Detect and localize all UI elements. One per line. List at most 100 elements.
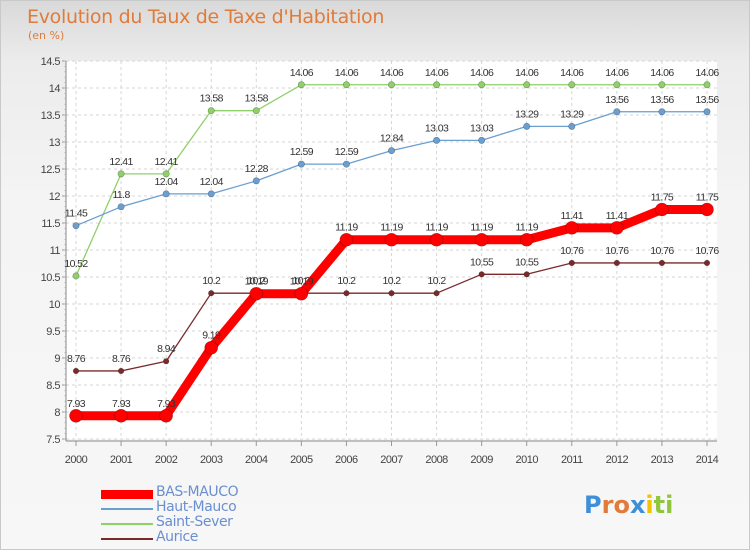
chart-title: Evolution du Taux de Taxe d'Habitation xyxy=(27,6,385,28)
y-tick-label: 9 xyxy=(54,353,60,365)
data-label-aurice: 10.2 xyxy=(428,275,447,287)
logo-letter: o xyxy=(613,491,630,519)
data-point-saint-sever xyxy=(613,81,621,89)
data-label-bas-mauco: 7.93 xyxy=(157,398,176,410)
x-tick-label: 2013 xyxy=(651,454,674,466)
data-label-bas-mauco: 10.19 xyxy=(245,276,269,288)
data-point-aurice xyxy=(208,290,215,297)
x-tick-label: 2011 xyxy=(561,454,583,466)
data-point-saint-sever xyxy=(568,81,576,89)
logo-letter: i xyxy=(645,491,654,519)
legend-label-aurice: Aurice xyxy=(156,529,199,545)
y-tick-label: 14 xyxy=(49,83,61,95)
x-tick-label: 2000 xyxy=(65,454,88,466)
x-tick-label: 2008 xyxy=(425,454,448,466)
data-point-bas-mauco xyxy=(700,202,714,217)
data-label-bas-mauco: 11.19 xyxy=(425,222,448,234)
data-label-aurice: 10.2 xyxy=(337,275,356,287)
data-point-saint-sever xyxy=(658,81,666,89)
data-label-bas-mauco: 7.93 xyxy=(112,398,131,410)
data-label-saint-sever: 14.06 xyxy=(695,67,719,79)
y-tick-label: 13.5 xyxy=(41,110,61,122)
y-tick-label: 11 xyxy=(50,245,61,257)
data-point-haut-mauco xyxy=(568,122,576,130)
data-point-haut-mauco xyxy=(117,203,125,211)
data-point-aurice xyxy=(117,367,125,375)
data-point-bas-mauco xyxy=(564,221,579,235)
data-point-saint-sever xyxy=(207,107,215,115)
data-point-bas-mauco xyxy=(294,286,309,301)
legend-swatch-aurice xyxy=(101,538,153,540)
legend-item-saint-sever: Saint-Sever xyxy=(101,514,321,531)
logo-letter: t xyxy=(653,491,666,519)
y-tick-label: 11.5 xyxy=(41,218,60,230)
data-point-saint-sever xyxy=(342,81,350,89)
data-label-saint-sever: 14.06 xyxy=(515,67,539,79)
data-point-haut-mauco xyxy=(342,160,350,168)
data-point-saint-sever xyxy=(252,107,260,115)
data-label-bas-mauco: 11.19 xyxy=(380,222,403,234)
data-label-bas-mauco: 11.75 xyxy=(651,192,674,204)
data-point-aurice xyxy=(72,367,80,375)
data-point-haut-mauco xyxy=(252,177,260,185)
data-label-bas-mauco: 7.93 xyxy=(67,398,86,410)
y-tick-label: 9.5 xyxy=(46,326,60,338)
data-label-haut-mauco: 13.29 xyxy=(560,108,584,120)
data-label-haut-mauco: 12.04 xyxy=(155,176,179,188)
data-point-haut-mauco xyxy=(207,190,215,198)
logo-letter: P xyxy=(584,491,602,519)
legend-item-aurice: Aurice xyxy=(101,529,321,546)
data-label-haut-mauco: 13.03 xyxy=(425,122,449,134)
data-label-haut-mauco: 13.29 xyxy=(515,108,539,120)
y-tick-label: 7.5 xyxy=(46,434,60,446)
data-label-saint-sever: 13.58 xyxy=(200,93,224,105)
data-point-saint-sever xyxy=(523,81,531,89)
data-label-haut-mauco: 13.56 xyxy=(605,94,629,106)
data-label-saint-sever: 14.06 xyxy=(335,67,359,79)
data-point-haut-mauco xyxy=(297,160,305,168)
data-point-bas-mauco xyxy=(655,202,669,217)
x-tick-label: 2001 xyxy=(110,454,133,466)
data-label-haut-mauco: 13.56 xyxy=(650,94,674,106)
data-label-saint-sever: 14.06 xyxy=(605,67,629,79)
data-point-aurice xyxy=(658,259,666,267)
x-tick-label: 2004 xyxy=(245,454,268,466)
data-label-aurice: 10.76 xyxy=(650,245,674,257)
data-label-bas-mauco: 11.19 xyxy=(335,222,358,234)
data-point-saint-sever xyxy=(387,81,395,89)
logo-letter: x xyxy=(629,491,646,519)
data-point-saint-sever xyxy=(433,81,441,89)
data-point-saint-sever xyxy=(72,272,80,280)
data-label-bas-mauco: 11.19 xyxy=(470,222,493,234)
data-label-saint-sever: 12.41 xyxy=(109,156,133,168)
data-point-saint-sever xyxy=(117,170,125,178)
data-point-haut-mauco xyxy=(72,222,80,230)
data-label-aurice: 8.94 xyxy=(157,343,176,355)
x-tick-label: 2005 xyxy=(290,454,313,466)
data-point-aurice xyxy=(613,259,620,267)
data-point-aurice xyxy=(568,259,575,267)
legend-label-haut-mauco: Haut-Mauco xyxy=(156,499,237,515)
y-tick-label: 8.5 xyxy=(46,380,60,392)
data-label-aurice: 10.76 xyxy=(605,245,629,257)
data-label-haut-mauco: 11.8 xyxy=(112,189,130,201)
proxiti-logo: Proxiti xyxy=(584,491,673,519)
chart-subtitle: (en %) xyxy=(28,29,65,42)
data-label-haut-mauco: 13.56 xyxy=(695,94,719,106)
x-tick-label: 2006 xyxy=(335,454,358,466)
data-label-haut-mauco: 12.59 xyxy=(290,146,314,158)
data-label-saint-sever: 13.58 xyxy=(245,93,269,105)
data-label-aurice: 10.55 xyxy=(515,256,539,268)
data-point-saint-sever xyxy=(162,170,170,178)
data-label-saint-sever: 14.06 xyxy=(290,67,314,79)
x-tick-label: 2014 xyxy=(696,454,719,466)
data-point-aurice xyxy=(433,290,440,297)
x-tick-label: 2010 xyxy=(515,454,538,466)
data-point-aurice xyxy=(478,271,485,278)
data-label-saint-sever: 14.06 xyxy=(560,67,584,79)
data-label-saint-sever: 14.06 xyxy=(425,67,449,79)
data-label-haut-mauco: 12.59 xyxy=(335,146,359,158)
data-point-haut-mauco xyxy=(162,190,170,198)
data-label-haut-mauco: 12.28 xyxy=(245,163,269,175)
